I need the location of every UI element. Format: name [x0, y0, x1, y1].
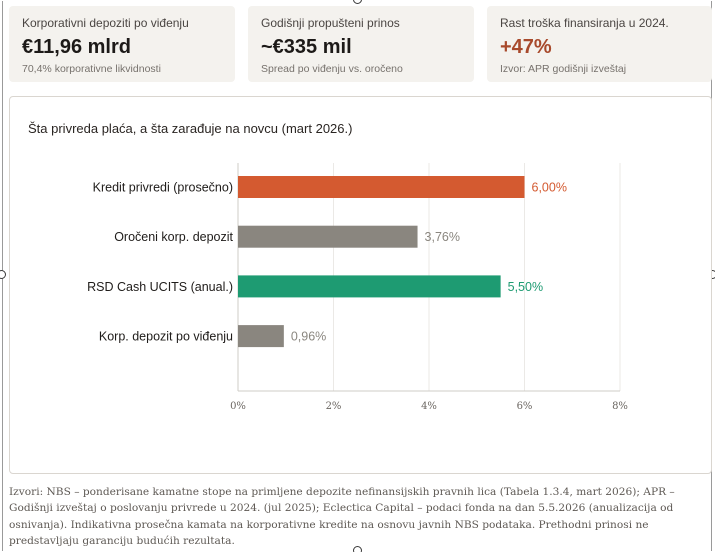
bar	[238, 176, 525, 198]
kpi-value: ~€335 mil	[261, 36, 352, 58]
x-tick-label: 0%	[230, 401, 246, 412]
kpi-label: Godišnji propušteni prinos	[261, 16, 400, 30]
kpi-subtext: Izvor: APR godišnji izveštaj	[500, 63, 627, 75]
x-tick-label: 8%	[612, 401, 628, 412]
kpi-card-missed-yield: Godišnji propušteni prinos ~€335 mil Spr…	[248, 6, 474, 82]
resize-handle-bottom[interactable]	[353, 546, 362, 552]
kpi-subtext: Spread po viđenju vs. oročeno	[261, 63, 403, 75]
x-tick-label: 6%	[517, 401, 533, 412]
category-label: Korp. depozit po viđenju	[99, 330, 233, 344]
x-tick-label: 4%	[421, 401, 437, 412]
data-label: 5,50%	[508, 280, 543, 294]
category-label: Oročeni korp. depozit	[114, 230, 233, 244]
bar	[238, 325, 284, 348]
kpi-subtext: 70,4% korporativne likvidnosti	[22, 63, 161, 75]
kpi-card-demand-deposits: Korporativni depoziti po viđenju €11,96 …	[9, 6, 235, 82]
category-label: RSD Cash UCITS (anual.)	[87, 280, 233, 294]
x-tick-label: 2%	[326, 401, 342, 412]
kpi-card-funding-cost: Rast troška finansiranja u 2024. +47% Iz…	[487, 6, 712, 82]
bar	[238, 275, 501, 298]
chart-title: Šta privreda plaća, a šta zarađuje na no…	[28, 121, 353, 136]
kpi-row: Korporativni depoziti po viđenju €11,96 …	[9, 6, 712, 82]
sources-footnote: Izvori: NBS – ponderisane kamatne stope …	[9, 486, 675, 547]
data-label: 0,96%	[291, 330, 326, 344]
chart-card: Šta privreda plaća, a šta zarađuje na no…	[9, 96, 712, 474]
bar-chart: 0% 2% 4% 6% 8% Kredit privredi (prosečno) 6,00…	[87, 163, 628, 412]
resize-handle-left[interactable]	[0, 270, 6, 279]
kpi-label: Rast troška finansiranja u 2024.	[500, 16, 669, 30]
bar	[238, 225, 418, 248]
kpi-value: +47%	[500, 36, 552, 58]
data-label: 6,00%	[532, 181, 567, 195]
kpi-value: €11,96 mlrd	[22, 36, 131, 58]
data-label: 3,76%	[425, 230, 460, 244]
kpi-label: Korporativni depoziti po viđenju	[22, 16, 189, 30]
category-label: Kredit privredi (prosečno)	[93, 181, 233, 195]
